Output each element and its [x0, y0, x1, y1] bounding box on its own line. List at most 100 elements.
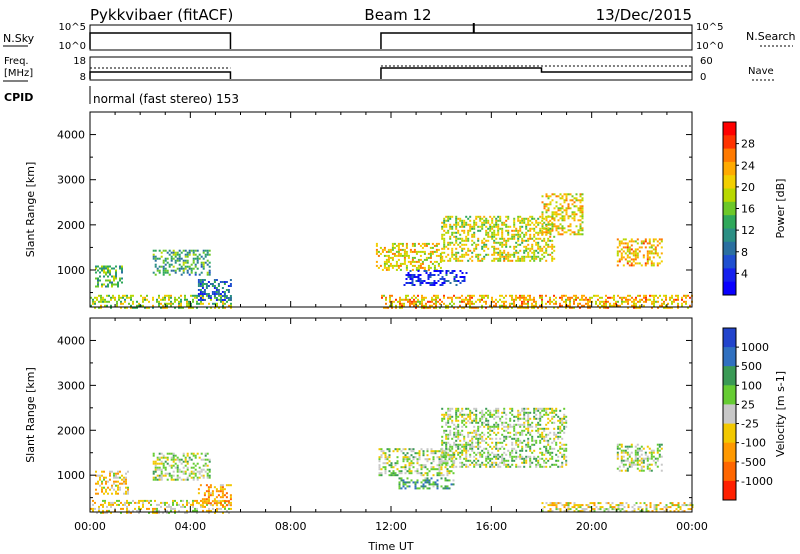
power-cell [417, 280, 420, 282]
power-cell [192, 253, 195, 256]
velocity-cell [517, 439, 520, 442]
velocity-cell [515, 443, 518, 446]
power-cell [395, 298, 397, 301]
power-cell [638, 262, 641, 265]
power-cell [634, 240, 637, 243]
power-cell [387, 260, 390, 263]
velocity-cell [505, 413, 508, 416]
velocity-cell [563, 431, 566, 434]
power-cell [108, 294, 110, 297]
velocity-cell [438, 450, 441, 453]
power-cell [176, 257, 179, 260]
power-cell [523, 257, 526, 260]
velocity-cell [632, 459, 635, 462]
velocity-cell [658, 445, 661, 448]
power-cell [555, 229, 558, 232]
velocity-cell [150, 503, 152, 506]
velocity-cell [463, 449, 466, 452]
velocity-cell [199, 504, 202, 507]
velocity-cell [94, 507, 96, 510]
power-cell [441, 276, 444, 278]
power-cell [459, 241, 462, 244]
velocity-cell [208, 474, 211, 477]
power-colorbar-segment [723, 241, 736, 256]
power-cell [671, 294, 673, 297]
power-cell [164, 269, 167, 272]
power-cell [447, 296, 449, 299]
velocity-cell [648, 467, 651, 470]
velocity-cell [649, 504, 652, 507]
power-cell [505, 255, 508, 258]
power-cell [677, 302, 679, 305]
velocity-cell [406, 458, 409, 461]
velocity-cell [111, 484, 113, 487]
velocity-cell [447, 413, 450, 416]
velocity-cell [406, 460, 409, 463]
velocity-cell [503, 411, 506, 414]
velocity-cell [640, 449, 643, 452]
power-cell [471, 294, 473, 297]
velocity-cell [132, 499, 134, 502]
velocity-colorbar-segment [723, 423, 736, 444]
velocity-cell [438, 464, 441, 467]
power-cell [491, 233, 494, 236]
velocity-cell [507, 435, 510, 438]
velocity-cell [489, 463, 492, 466]
power-cell [174, 255, 177, 258]
power-cell [501, 229, 504, 232]
velocity-cell [461, 419, 464, 422]
power-cell [648, 246, 651, 249]
velocity-cell [485, 419, 488, 422]
power-cell [465, 302, 467, 305]
power-cell [485, 245, 488, 248]
velocity-cell [158, 474, 161, 477]
velocity-cell [95, 474, 97, 477]
velocity-cell [487, 443, 490, 446]
power-cell [543, 231, 546, 234]
power-cell [493, 223, 496, 226]
power-cell [168, 296, 170, 299]
velocity-cell [384, 458, 387, 461]
power-cell [201, 281, 204, 283]
velocity-cell [611, 502, 614, 505]
velocity-cell [624, 463, 627, 466]
power-cell [443, 233, 446, 236]
power-cell [97, 281, 99, 284]
velocity-cell [448, 470, 451, 473]
power-cell [119, 277, 121, 280]
velocity-cell [637, 508, 640, 511]
velocity-cell [216, 509, 218, 512]
power-cell [626, 250, 629, 253]
velocity-cell [517, 437, 520, 440]
velocity-cell [509, 431, 512, 434]
velocity-cell [673, 504, 676, 507]
power-cell [158, 249, 161, 252]
velocity-cell [430, 468, 433, 471]
velocity-cell [443, 449, 446, 452]
power-cell [653, 298, 655, 301]
power-cell [547, 227, 550, 230]
power-cell [455, 215, 458, 218]
power-cell [507, 253, 510, 256]
velocity-cell [533, 407, 536, 410]
power-cell [567, 304, 569, 307]
power-cell [158, 296, 160, 299]
power-cell [654, 238, 657, 241]
power-cell [613, 294, 615, 297]
power-cell [513, 223, 516, 226]
velocity-colorbar-segment [723, 461, 736, 482]
velocity-cell [428, 479, 431, 482]
power-cell [465, 296, 467, 299]
velocity-cell [475, 463, 478, 466]
power-cell [443, 302, 445, 305]
velocity-cell [473, 463, 476, 466]
power-cell [685, 302, 687, 305]
velocity-cell [202, 464, 205, 467]
velocity-cell [126, 501, 128, 504]
velocity-cell [446, 487, 449, 490]
velocity-cell [537, 431, 540, 434]
power-cell [521, 257, 524, 260]
velocity-cell [523, 465, 526, 468]
velocity-cell [113, 474, 115, 477]
velocity-cell [631, 510, 634, 513]
